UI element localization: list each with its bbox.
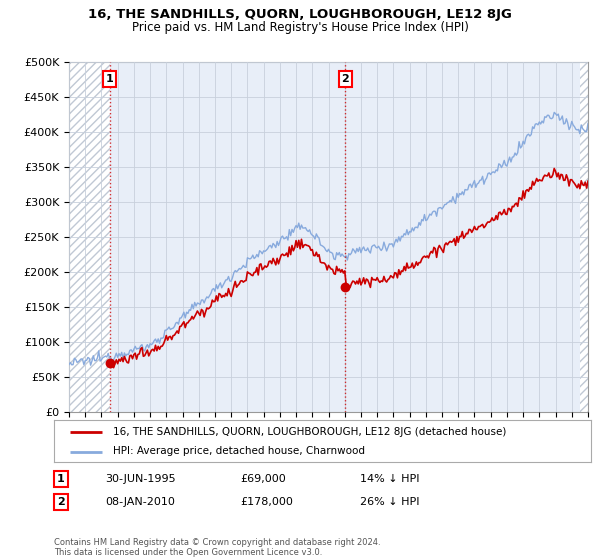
- Text: 08-JAN-2010: 08-JAN-2010: [105, 497, 175, 507]
- Bar: [580, 62, 588, 412]
- Point: [105, 359, 115, 368]
- Text: 30-JUN-1995: 30-JUN-1995: [105, 474, 176, 484]
- Text: Contains HM Land Registry data © Crown copyright and database right 2024.
This d: Contains HM Land Registry data © Crown c…: [54, 538, 380, 557]
- Text: 16, THE SANDHILLS, QUORN, LOUGHBOROUGH, LE12 8JG (detached house): 16, THE SANDHILLS, QUORN, LOUGHBOROUGH, …: [113, 427, 506, 437]
- Text: 26% ↓ HPI: 26% ↓ HPI: [360, 497, 419, 507]
- Text: 2: 2: [57, 497, 65, 507]
- Point: [341, 282, 350, 291]
- Text: 16, THE SANDHILLS, QUORN, LOUGHBOROUGH, LE12 8JG: 16, THE SANDHILLS, QUORN, LOUGHBOROUGH, …: [88, 8, 512, 21]
- Text: 1: 1: [57, 474, 65, 484]
- Text: 1: 1: [106, 74, 113, 84]
- Text: £178,000: £178,000: [240, 497, 293, 507]
- Text: HPI: Average price, detached house, Charnwood: HPI: Average price, detached house, Char…: [113, 446, 365, 456]
- Text: 14% ↓ HPI: 14% ↓ HPI: [360, 474, 419, 484]
- Bar: [69, 62, 110, 412]
- Text: Price paid vs. HM Land Registry's House Price Index (HPI): Price paid vs. HM Land Registry's House …: [131, 21, 469, 34]
- Text: £69,000: £69,000: [240, 474, 286, 484]
- Text: 2: 2: [341, 74, 349, 84]
